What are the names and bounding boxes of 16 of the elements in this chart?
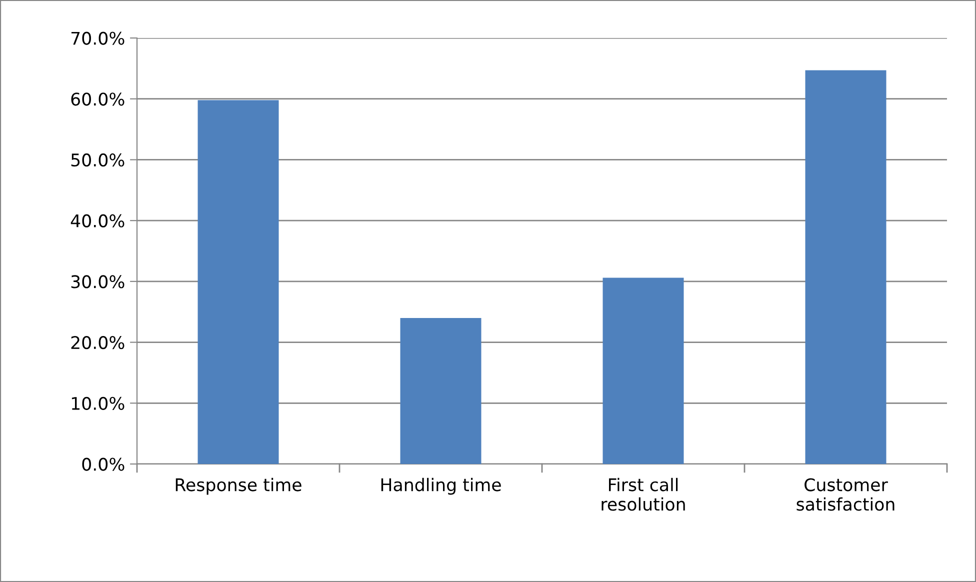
x-tick-label: Response time <box>176 478 302 495</box>
y-tick-label: 40.0% <box>70 214 124 228</box>
y-tick-label: 30.0% <box>71 275 124 288</box>
y-tick-label: 10.0% <box>72 396 124 410</box>
bar <box>602 278 684 464</box>
bar <box>198 100 279 464</box>
y-tick-label: 0.0% <box>82 458 124 471</box>
x-tick-label: Customer satisfaction <box>796 478 894 511</box>
bar <box>400 318 482 464</box>
x-tick-label: First call resolution <box>602 478 685 511</box>
y-tick-label: 50.0% <box>71 153 124 167</box>
x-tick-label: Handling time <box>381 478 501 495</box>
y-tick-label: 70.0% <box>71 32 124 45</box>
y-tick-label: 60.0% <box>71 92 124 106</box>
bar <box>805 70 886 464</box>
y-tick-label: 20.0% <box>71 336 124 350</box>
